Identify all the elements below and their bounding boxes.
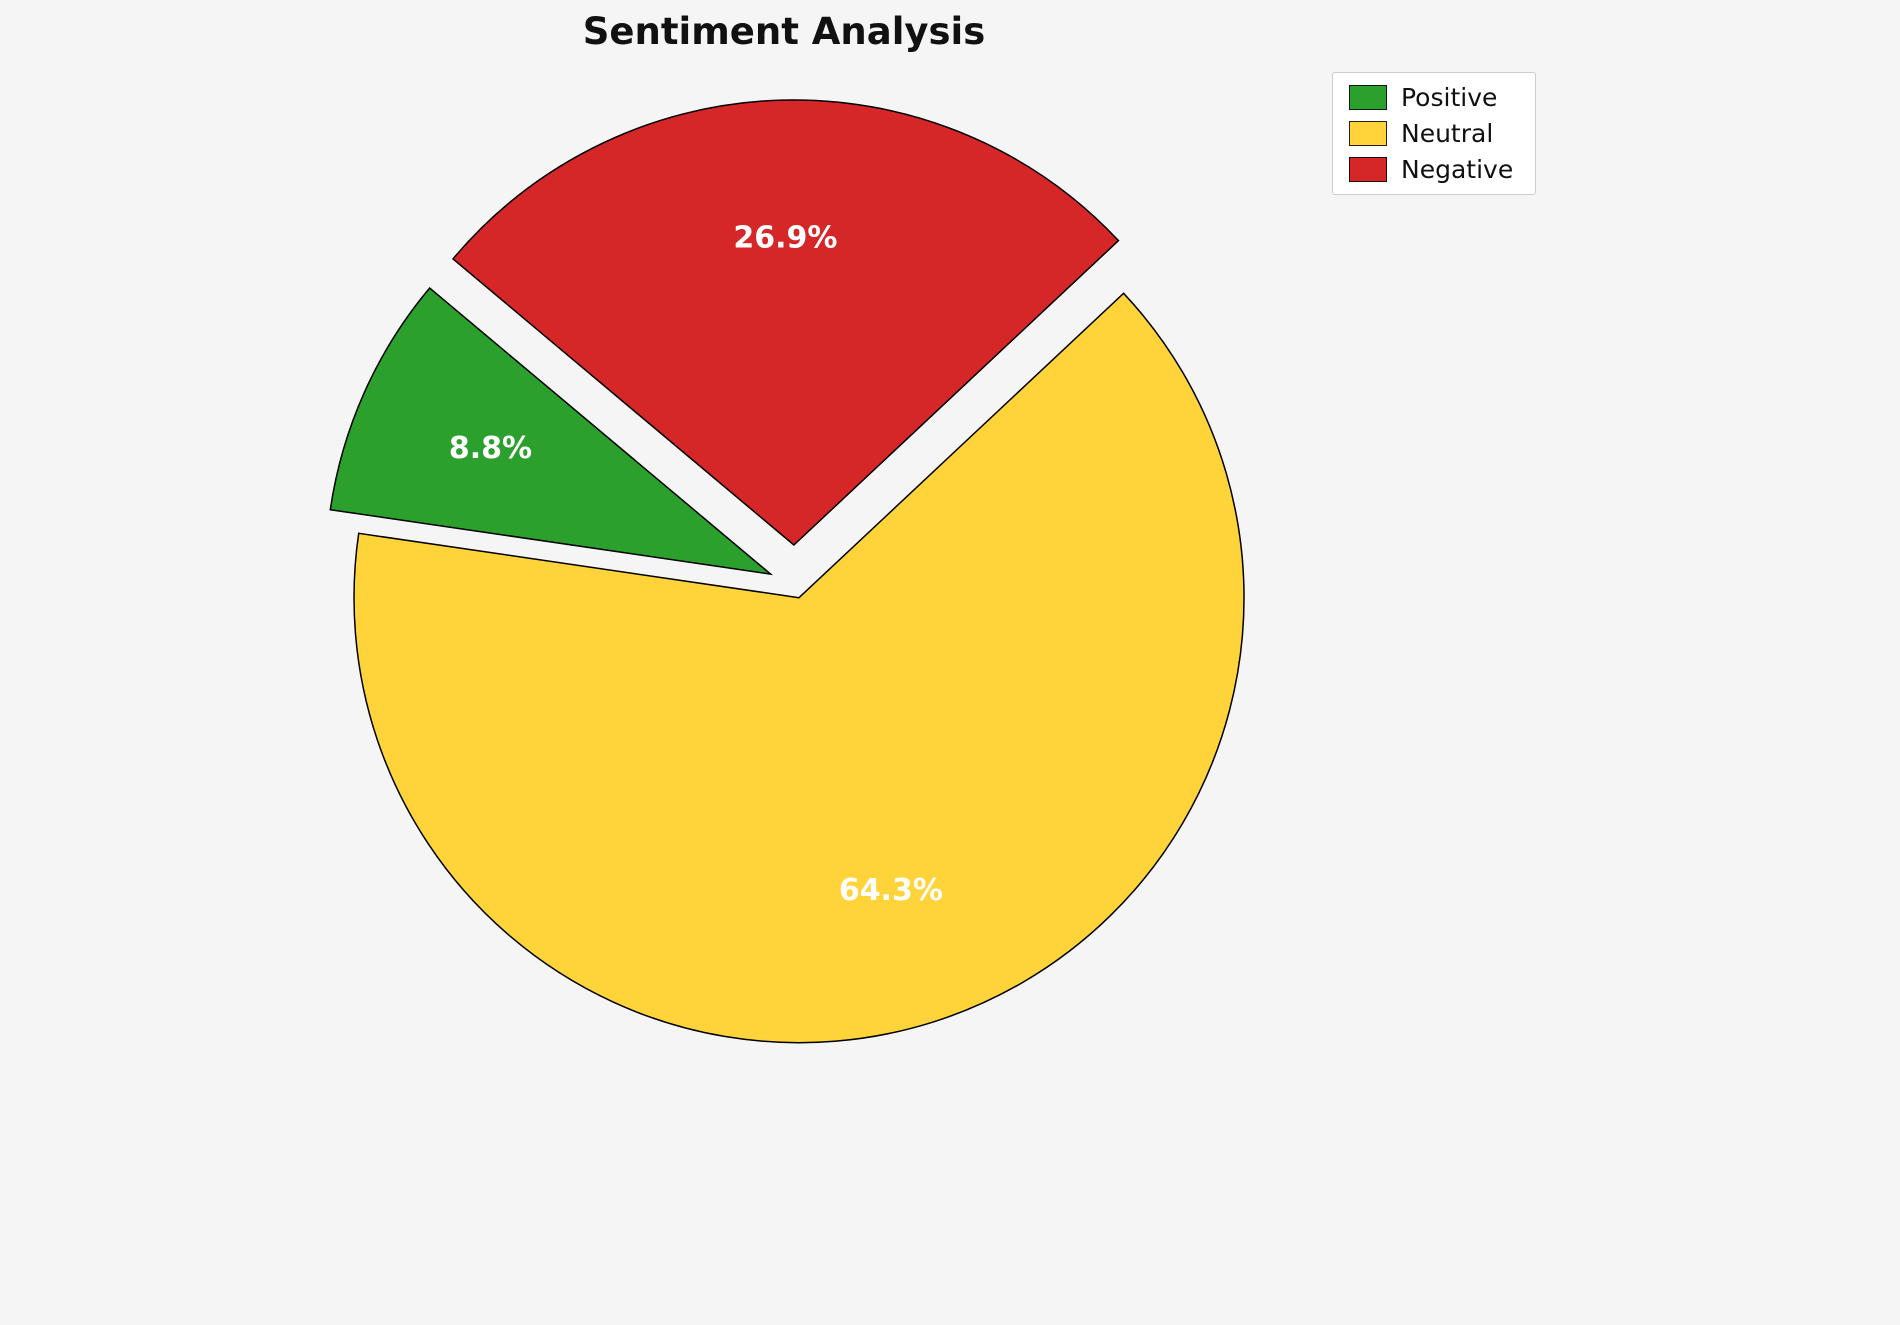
legend-item-positive: Positive <box>1349 85 1519 110</box>
legend-item-negative: Negative <box>1349 157 1519 182</box>
legend: Positive Neutral Negative <box>1332 72 1536 195</box>
legend-swatch-neutral <box>1349 121 1387 146</box>
pct-value-neutral: 64.3% <box>839 873 943 908</box>
legend-swatch-negative <box>1349 157 1387 182</box>
legend-label-negative: Negative <box>1401 155 1514 184</box>
legend-label-positive: Positive <box>1401 83 1498 112</box>
pie-slice-positive <box>329 286 774 576</box>
pct-value-positive: 8.8% <box>449 431 532 466</box>
legend-label-neutral: Neutral <box>1401 119 1494 148</box>
chart-title: Sentiment Analysis <box>582 10 986 53</box>
pie-slice-neutral <box>353 292 1245 1044</box>
legend-swatch-positive <box>1349 85 1387 110</box>
pie-slice-negative <box>451 99 1120 547</box>
pct-value-negative: 26.9% <box>733 221 837 256</box>
legend-item-neutral: Neutral <box>1349 121 1519 146</box>
